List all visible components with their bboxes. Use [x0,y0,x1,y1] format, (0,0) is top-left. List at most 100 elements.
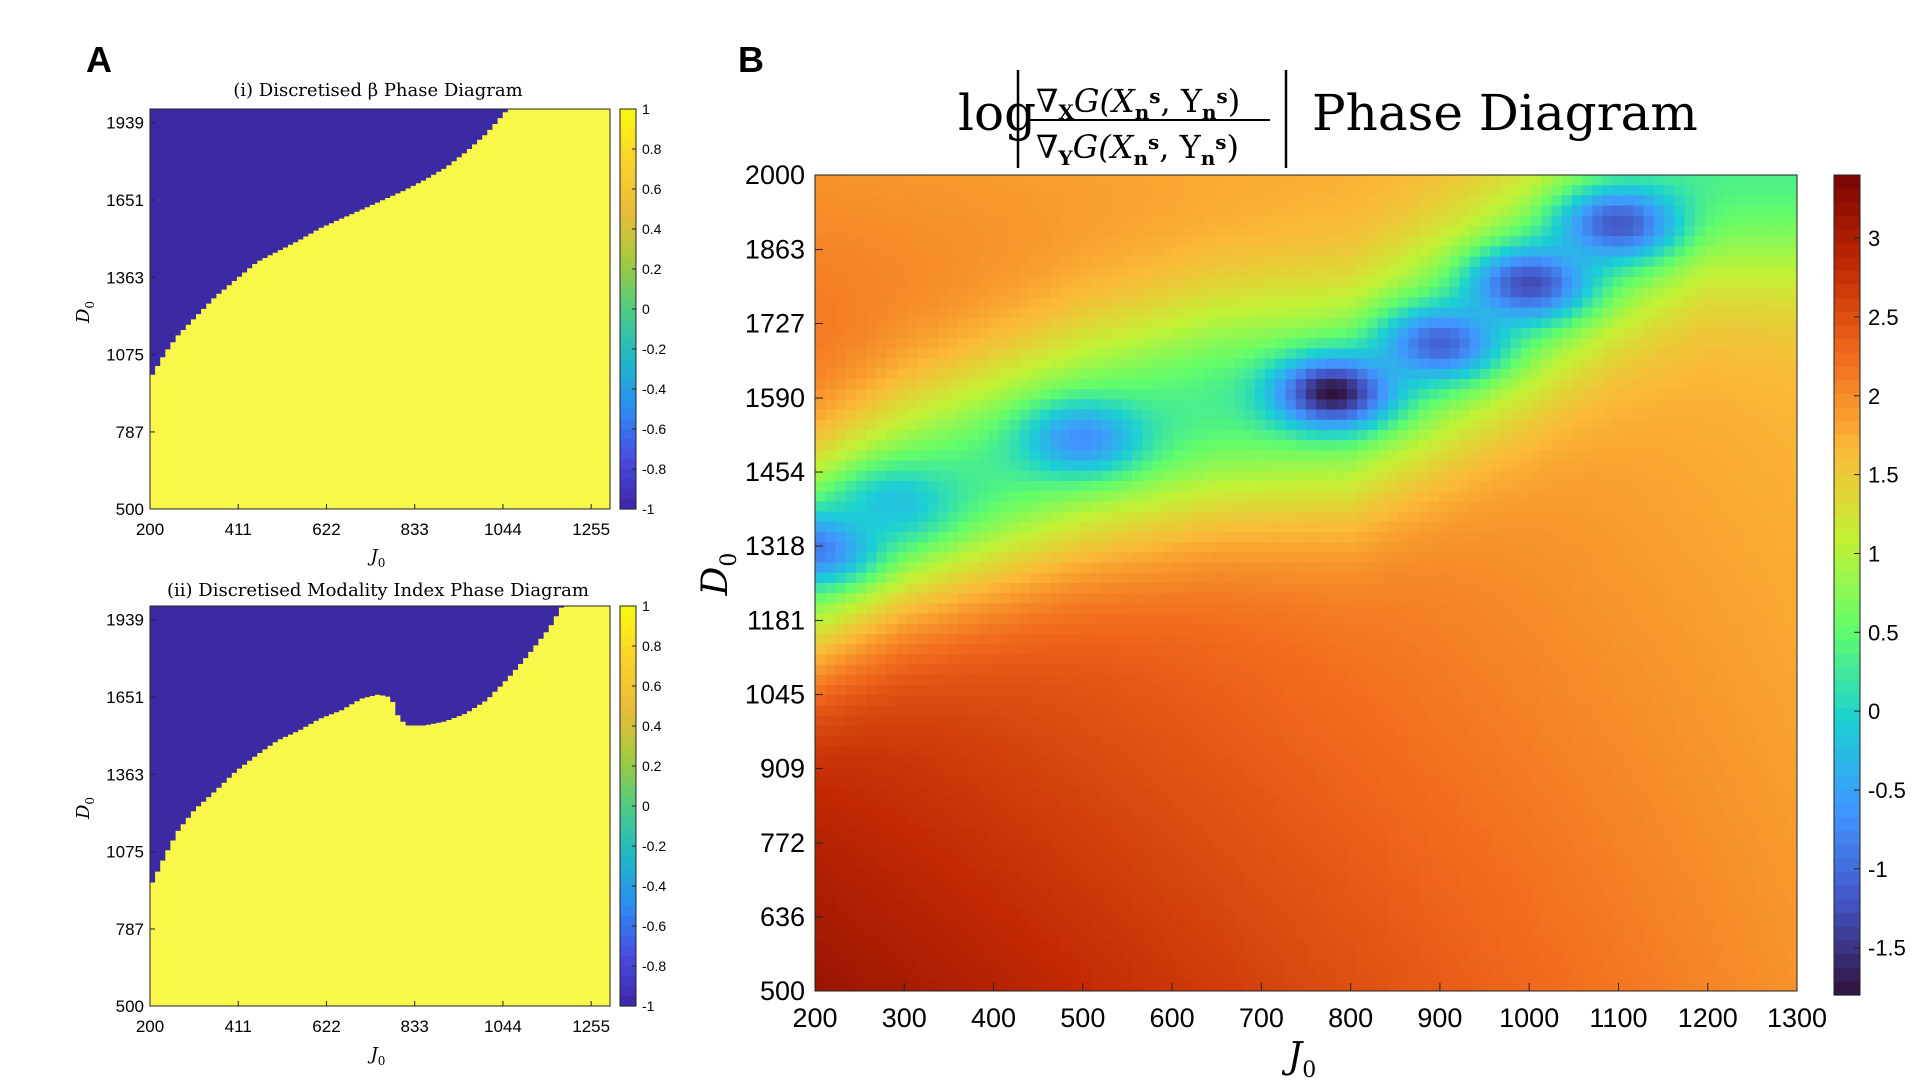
heatmap-cell [958,307,969,319]
heatmap-cell [1040,287,1051,298]
heatmap-cell [1029,552,1041,564]
colorbar-cell [620,369,636,380]
heatmap-cell [1766,430,1778,441]
heatmap-cell [1490,328,1501,339]
heatmap-cell [1786,256,1798,268]
heatmap-cell [1234,613,1246,625]
heatmap-cell [1316,450,1327,462]
heatmap-cell [1684,430,1696,441]
heatmap-cell [825,613,836,625]
heatmap-cell [1592,583,1604,594]
heatmap-cell [1674,521,1685,533]
heatmap-cell [1285,623,1297,635]
heatmap-cell [1111,297,1123,309]
heatmap-cell [1725,440,1737,451]
heatmap-cell [1009,338,1021,349]
heatmap-cell [1162,644,1174,655]
heatmap-cell [1735,593,1747,604]
heatmap-cell [1152,532,1164,543]
heatmap-cell [1786,511,1798,523]
heatmap-cell [1111,205,1123,217]
heatmap-cell [1643,583,1655,594]
heatmap-cell [1725,593,1737,604]
heatmap-cell [845,419,857,431]
heatmap-cell [1408,562,1420,574]
heatmap-cell [1449,256,1460,268]
heatmap-cell [1029,175,1041,186]
heatmap-cell [876,664,888,676]
heatmap-cell [1418,215,1430,227]
heatmap-cell [1408,593,1420,604]
heatmap-cell [1326,419,1338,431]
heatmap-cell [1490,562,1501,574]
heatmap-cell [1306,521,1317,533]
heatmap-cell [1428,317,1440,329]
heatmap-cell [1500,654,1512,666]
heatmap-cell [1275,644,1287,655]
heatmap-cell [1213,399,1225,411]
heatmap-cell [1541,297,1552,309]
heatmap-cell [947,338,959,349]
heatmap-cell [1459,348,1471,360]
heatmap-cell [1275,664,1287,676]
heatmap-cell [1336,297,1348,309]
heatmap-cell [1101,501,1113,513]
heatmap-cell [1316,491,1327,502]
heatmap-cell [1152,460,1164,472]
heatmap-cell [1111,613,1123,625]
heatmap-cell [1265,205,1276,217]
heatmap-cell [968,583,980,594]
heatmap-cell [958,205,969,217]
heatmap-cell [1070,654,1082,666]
heatmap-cell [1060,623,1072,635]
heatmap-cell [1019,185,1031,196]
heatmap-cell [927,389,939,400]
heatmap-cell [1224,317,1235,329]
heatmap-cell [1019,215,1031,227]
heatmap-cell [947,532,959,543]
heatmap-cell [1091,348,1102,360]
heatmap-cell [1040,644,1051,655]
heatmap-cell [1224,450,1235,462]
heatmap-cell [1306,266,1317,278]
heatmap-cell [1285,440,1297,451]
heatmap-cell [1224,532,1235,543]
heatmap-cell [1377,256,1389,268]
heatmap-cell [1408,297,1420,309]
heatmap-cell [907,562,918,574]
heatmap-cell [1766,623,1778,635]
heatmap-cell [1551,379,1563,390]
heatmap-cell [1070,266,1082,278]
heatmap-cell [896,430,908,441]
heatmap-cell [978,674,990,686]
heatmap-cell [886,358,898,370]
heatmap-cell [1183,470,1194,482]
heatmap-cell [1336,266,1348,278]
y-tick-label: 787 [116,423,144,442]
heatmap-cell [1050,613,1061,625]
heatmap-cell [1060,358,1072,370]
heatmap-cell [1469,634,1481,645]
heatmap-cell [1132,430,1143,441]
heatmap-cell [1408,613,1420,625]
heatmap-cell [1531,664,1542,676]
heatmap-cell [1101,644,1113,655]
heatmap-cell [1050,266,1061,278]
heatmap-cell [876,593,888,604]
heatmap-cell [1295,205,1307,217]
heatmap-cell [937,460,949,472]
heatmap-cell [835,430,847,441]
panel-b-title-num-s1: s [1149,84,1160,108]
heatmap-cell [927,613,939,625]
heatmap-cell [988,593,1000,604]
heatmap-cell [1265,664,1276,676]
heatmap-cell [1183,654,1194,666]
heatmap-cell [1398,623,1409,635]
heatmap-cell [1040,297,1051,309]
heatmap-cell [1019,593,1031,604]
heatmap-cell [815,603,826,615]
heatmap-cell [1387,317,1399,329]
heatmap-cell [866,266,877,278]
heatmap-cell [1490,368,1501,380]
heatmap-cell [1592,521,1604,533]
